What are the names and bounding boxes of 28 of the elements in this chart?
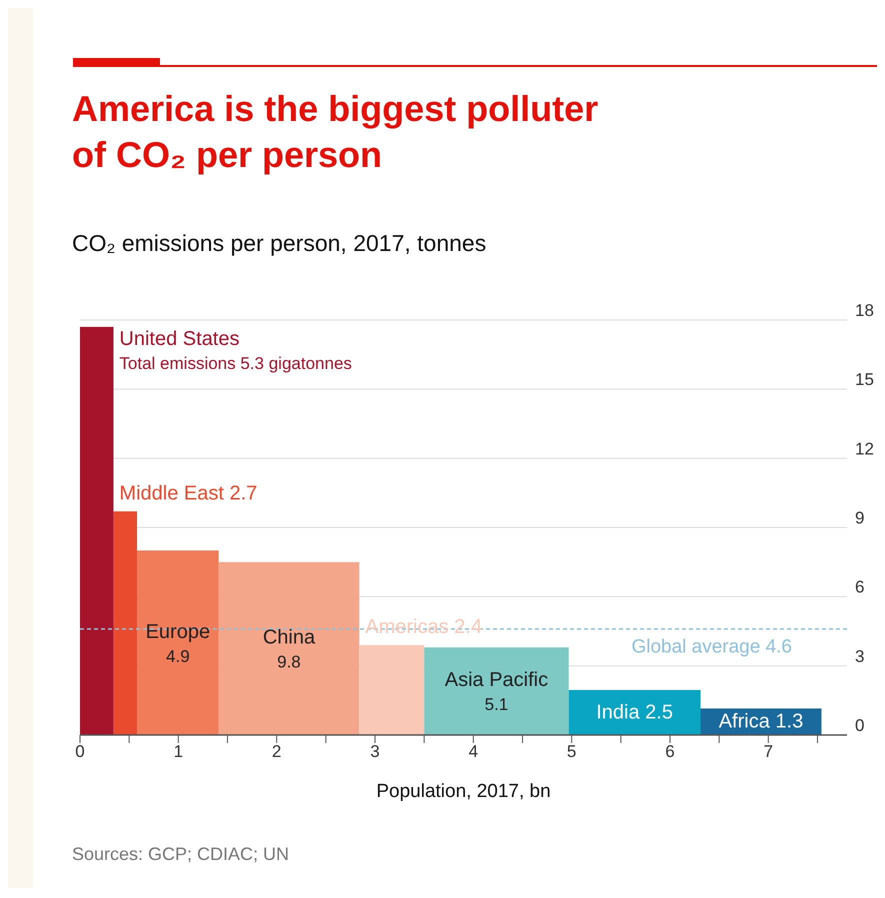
chart-title: America is the biggest polluter of CO₂ per person bbox=[72, 87, 598, 177]
y-tick-label: 12 bbox=[855, 439, 874, 458]
x-tick-label: 6 bbox=[665, 742, 675, 762]
x-tick-label: 3 bbox=[370, 742, 380, 762]
x-axis-title: Population, 2017, bn bbox=[376, 781, 551, 802]
x-tick-label: 4 bbox=[468, 742, 478, 762]
annotation: Americas 2.4 bbox=[365, 616, 482, 638]
y-tick-label: 15 bbox=[855, 370, 874, 390]
x-tick-label: 5 bbox=[566, 742, 576, 762]
chart-subtitle: CO₂ emissions per person, 2017, tonnes bbox=[72, 230, 486, 257]
y-tick-label: 9 bbox=[855, 508, 864, 528]
annotation: Middle East 2.7 bbox=[119, 482, 258, 504]
y-tick-label: 18 bbox=[855, 301, 874, 320]
annotation: Africa 1.3 bbox=[718, 710, 804, 733]
annotation: Asia Pacific 5.1 bbox=[444, 669, 548, 714]
y-tick-label: 0 bbox=[855, 716, 864, 736]
annotation: United States Total emissions 5.3 gigatonnes bbox=[119, 328, 352, 373]
x-tick-label: 2 bbox=[272, 742, 282, 762]
x-tick-label: 0 bbox=[75, 742, 85, 762]
annotation: China 9.8 bbox=[262, 626, 316, 672]
ref-line-label: Global average 4.6 bbox=[631, 636, 792, 658]
source-note: Sources: GCP; CDIAC; UN bbox=[72, 844, 290, 865]
x-tick-label: 7 bbox=[764, 742, 774, 762]
annotation: Europe 4.9 bbox=[146, 620, 210, 666]
y-tick-label: 6 bbox=[855, 578, 864, 597]
x-tick-label: 1 bbox=[174, 742, 184, 762]
annotation: India 2.5 bbox=[596, 702, 673, 724]
y-tick-label: 3 bbox=[855, 646, 864, 666]
